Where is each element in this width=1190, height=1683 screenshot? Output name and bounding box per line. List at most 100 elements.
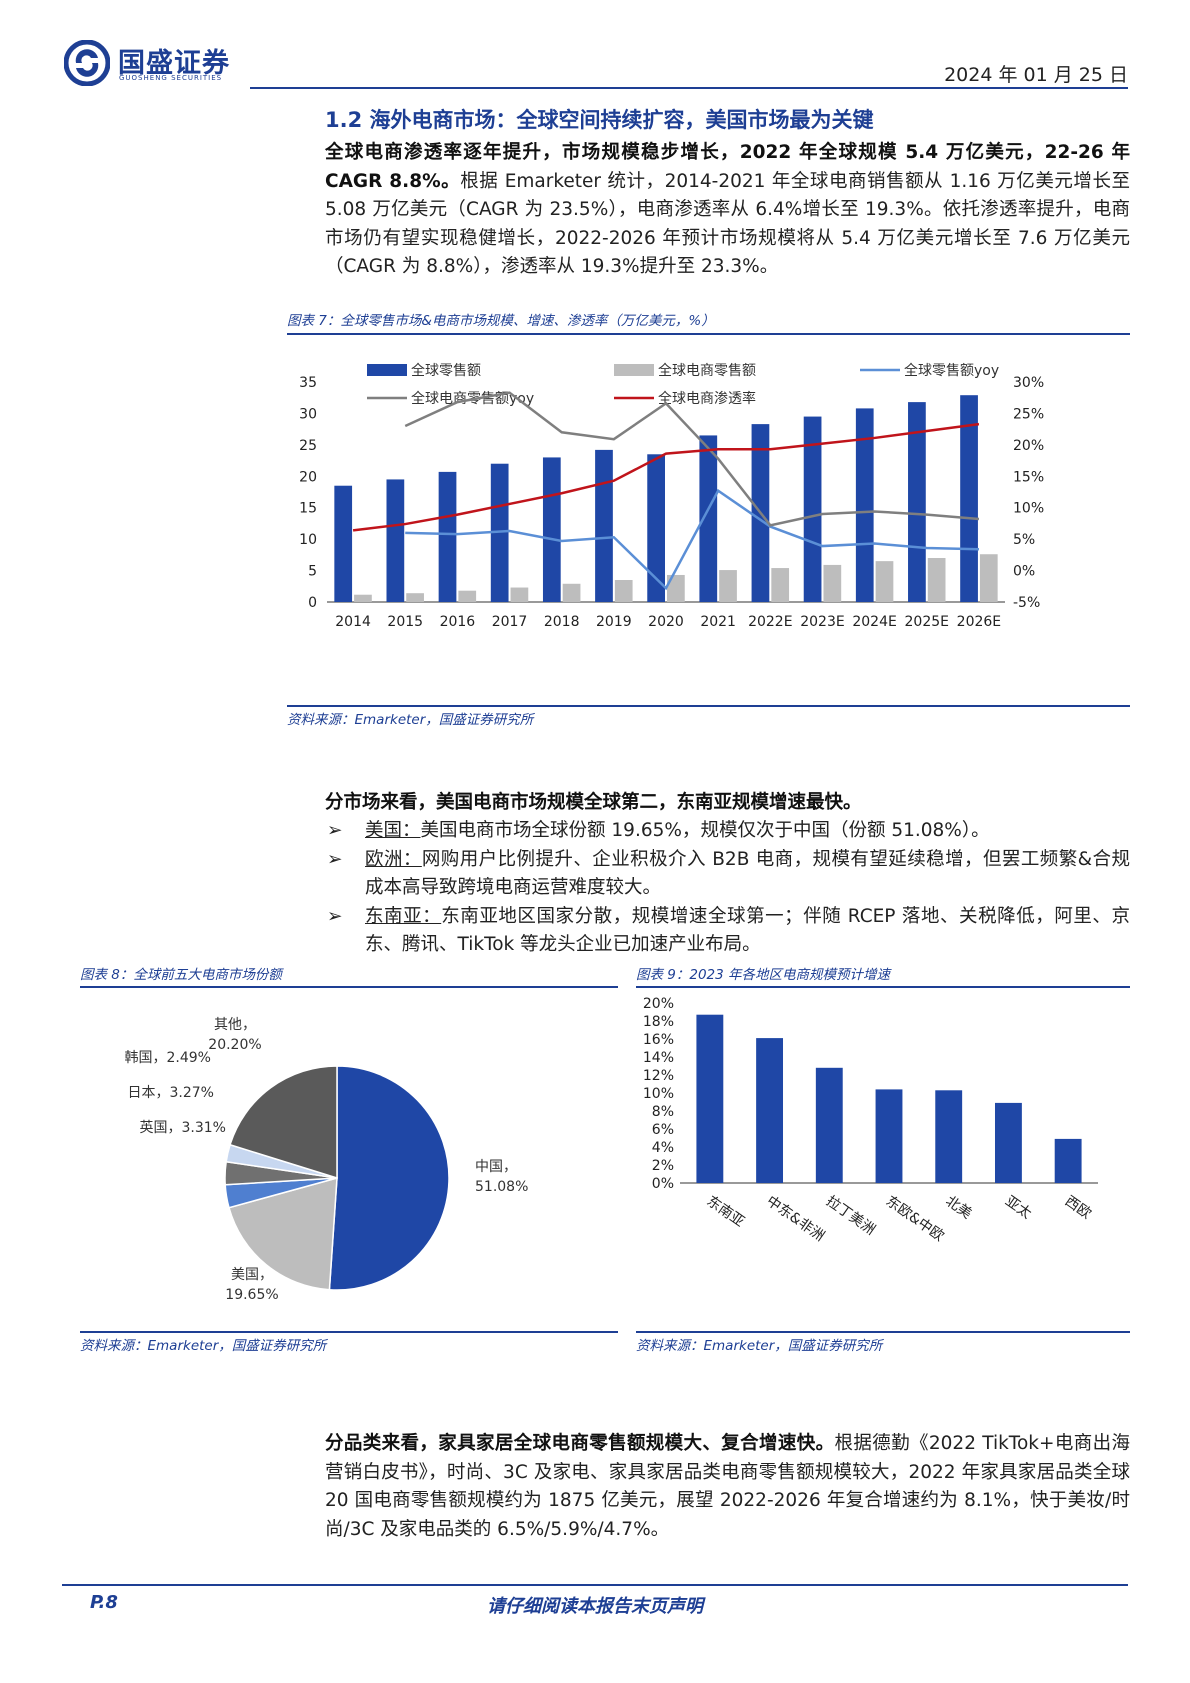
paragraph-global-ecommerce: 全球电商渗透率逐年提升，市场规模稳步增长，2022 年全球规模 5.4 万亿美元… bbox=[325, 139, 1130, 282]
bar-growth bbox=[815, 1067, 843, 1183]
x-tick-label: 2016 bbox=[440, 614, 476, 630]
y-tick-label: 12% bbox=[643, 1068, 674, 1084]
x-tick-label: 2021 bbox=[700, 614, 736, 630]
pie-label-name: 中国， bbox=[475, 1159, 517, 1175]
y-right-tick-label: 25% bbox=[1013, 406, 1044, 422]
pie-slice-5 bbox=[229, 1065, 338, 1180]
legend-label-ecom: 全球电商零售额 bbox=[658, 362, 756, 379]
bullet-label: 欧洲： bbox=[365, 848, 422, 870]
bar-ecommerce bbox=[719, 570, 737, 602]
x-tick-label: 东欧&中欧 bbox=[883, 1193, 947, 1244]
x-tick-label: 2019 bbox=[596, 614, 632, 630]
y-right-tick-label: 10% bbox=[1013, 501, 1044, 517]
bar-ecommerce bbox=[979, 554, 998, 602]
y-tick-label: 18% bbox=[643, 1014, 674, 1030]
pie-slice-1 bbox=[228, 1176, 338, 1291]
figure-7-bottom-rule bbox=[287, 705, 1130, 707]
bar-retail bbox=[438, 471, 457, 602]
bar-ecommerce bbox=[927, 558, 946, 602]
bar-ecommerce bbox=[875, 561, 894, 602]
bullet-text: 美国电商市场全球份额 19.65%，规模仅次于中国（份额 51.08%）。 bbox=[420, 820, 990, 841]
x-tick-label: 2023E bbox=[800, 614, 844, 630]
y-right-tick-label: -5% bbox=[1013, 595, 1040, 611]
paragraph-body: 根据 Emarketer 统计，2014-2021 年全球电商销售额从 1.16… bbox=[325, 170, 1130, 278]
x-tick-label: 东南亚 bbox=[704, 1193, 748, 1230]
y-right-tick-label: 5% bbox=[1013, 532, 1035, 548]
figure-8-bottom-rule bbox=[80, 1331, 618, 1333]
paragraph-categories: 分品类来看，家具家居全球电商零售额规模大、复合增速快。根据德勤《2022 Tik… bbox=[325, 1430, 1130, 1544]
legend-swatch-retail bbox=[367, 364, 407, 376]
y-left-tick-label: 30 bbox=[299, 406, 317, 422]
bar-ecommerce bbox=[354, 594, 372, 602]
bullet-text: 网购用户比例提升、企业积极介入 B2B 电商，规模有望延续稳增，但罢工频繁&合规… bbox=[365, 848, 1130, 899]
legend-label-penetration: 全球电商渗透率 bbox=[658, 390, 756, 407]
y-tick-label: 4% bbox=[652, 1140, 674, 1156]
region-bullet-list: ➢ 美国：美国电商市场全球份额 19.65%，规模仅次于中国（份额 51.08%）… bbox=[325, 817, 1130, 960]
bar-retail bbox=[334, 485, 353, 602]
bar-retail bbox=[855, 408, 874, 602]
y-left-tick-label: 15 bbox=[299, 501, 317, 517]
figure-8-source: 资料来源：Emarketer，国盛证券研究所 bbox=[80, 1338, 327, 1354]
figure-9-source: 资料来源：Emarketer，国盛证券研究所 bbox=[636, 1338, 883, 1354]
bar-ecommerce bbox=[614, 580, 633, 602]
x-tick-label: 拉丁美洲 bbox=[823, 1193, 878, 1238]
paragraph-lead: 全球电商渗透率逐年提升，市场规模稳步增长，2022 年全球规模 5.4 万亿美元… bbox=[325, 142, 1130, 192]
figure-7-source: 资料来源：Emarketer，国盛证券研究所 bbox=[287, 712, 534, 728]
bullet-label: 美国： bbox=[365, 820, 421, 841]
bar-ecommerce bbox=[406, 593, 424, 602]
bar-retail bbox=[908, 402, 926, 602]
figure-9-top-rule bbox=[636, 986, 1130, 988]
pie-slice-0 bbox=[328, 1065, 450, 1291]
legend-swatch-ecom bbox=[614, 364, 654, 376]
company-name-en: GUOSHENG SECURITIES bbox=[119, 74, 223, 82]
pie-label-value: 51.08% bbox=[475, 1179, 528, 1195]
legend-label-retail: 全球零售额 bbox=[411, 362, 481, 379]
bar-growth bbox=[935, 1090, 963, 1183]
bar-ecommerce bbox=[562, 583, 581, 602]
figure-7-top-rule bbox=[287, 333, 1130, 335]
pie-label-value: 19.65% bbox=[225, 1287, 278, 1303]
bar-growth bbox=[756, 1038, 784, 1183]
x-tick-label: 2017 bbox=[492, 614, 528, 630]
bar-growth bbox=[696, 1014, 724, 1183]
section-title: 1.2 海外电商市场：全球空间持续扩容，美国市场最为关键 bbox=[325, 108, 874, 132]
bullet-arrow-icon: ➢ bbox=[327, 905, 343, 927]
y-right-tick-label: 20% bbox=[1013, 438, 1044, 454]
bullet-label: 东南亚： bbox=[365, 905, 442, 927]
paragraph-body: 根据德勤《2022 TikTok+电商出海营销白皮书》，时尚、3C 及家电、家具… bbox=[325, 1433, 1130, 1540]
bar-retail bbox=[595, 449, 613, 602]
x-tick-label: 西欧 bbox=[1062, 1193, 1094, 1222]
y-tick-label: 6% bbox=[652, 1122, 674, 1138]
report-date: 2024 年 01 月 25 日 bbox=[944, 64, 1128, 86]
y-tick-label: 2% bbox=[652, 1158, 674, 1174]
y-right-tick-label: 30% bbox=[1013, 375, 1044, 391]
bar-retail bbox=[490, 463, 509, 602]
bullet-item-sea: ➢ 东南亚：东南亚地区国家分散，规模增速全球第一；伴随 RCEP 落地、关税降低，… bbox=[325, 903, 1130, 960]
line-ecommerce-yoy bbox=[404, 391, 980, 527]
x-tick-label: 2015 bbox=[387, 614, 423, 630]
footer-divider bbox=[62, 1584, 1128, 1586]
figure-9-bar-chart: 0% 2% 4% 6% 8% 10% 12% 14% 16% 18% 20% 东南亚 中东&非洲拉丁美洲… bbox=[643, 996, 1098, 1245]
pie-label-value: 20.20% bbox=[208, 1037, 261, 1053]
y-left-tick-label: 5 bbox=[308, 564, 317, 580]
bar-retail bbox=[647, 454, 665, 602]
paragraph-lead: 分市场来看，美国电商市场规模全球第二，东南亚规模增速最快。 bbox=[325, 792, 862, 813]
figure-7-combo-chart: 全球零售额 全球电商零售额 全球零售额yoy 全球电商零售额yoy 全球电商渗透… bbox=[299, 362, 1044, 630]
y-tick-label: 8% bbox=[652, 1104, 674, 1120]
bullet-arrow-icon: ➢ bbox=[327, 820, 343, 841]
y-tick-label: 16% bbox=[643, 1032, 674, 1048]
y-left-tick-label: 35 bbox=[299, 375, 317, 391]
figure-8-title: 图表 8：全球前五大电商市场份额 bbox=[80, 967, 282, 983]
bullet-item-us: ➢ 美国：美国电商市场全球份额 19.65%，规模仅次于中国（份额 51.08%）… bbox=[325, 817, 1130, 846]
y-tick-label: 20% bbox=[643, 996, 674, 1012]
pie-label: 韩国，2.49% bbox=[125, 1050, 211, 1066]
x-tick-label: 2018 bbox=[544, 614, 580, 630]
bullet-text: 东南亚地区国家分散，规模增速全球第一；伴随 RCEP 落地、关税降低，阿里、京东… bbox=[365, 905, 1130, 956]
bar-retail bbox=[699, 435, 718, 602]
y-left-tick-label: 10 bbox=[299, 532, 317, 548]
figure-8-top-rule bbox=[80, 986, 618, 988]
bullet-item-europe: ➢ 欧洲：网购用户比例提升、企业积极介入 B2B 电商，规模有望延续稳增，但罢工频… bbox=[325, 846, 1130, 903]
bar-retail bbox=[386, 479, 405, 602]
x-tick-label: 2020 bbox=[648, 614, 684, 630]
figure-7-title: 图表 7：全球零售市场&电商市场规模、增速、渗透率（万亿美元，%） bbox=[287, 313, 715, 329]
